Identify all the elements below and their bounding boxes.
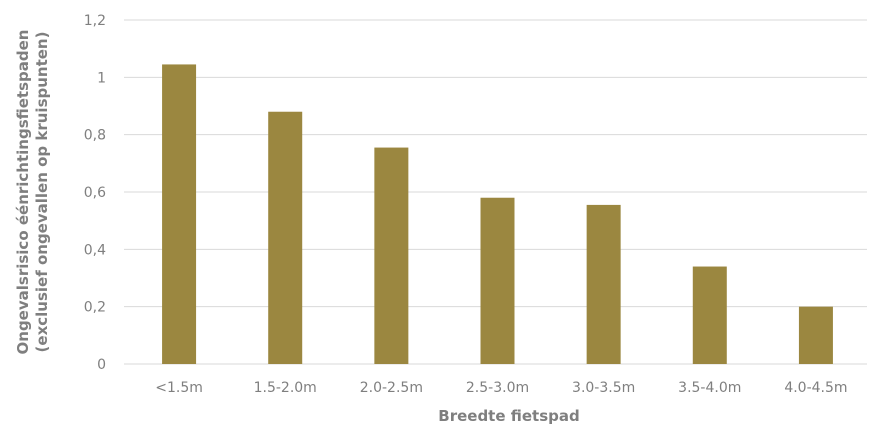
x-tick-label: <1.5m bbox=[155, 380, 203, 396]
bars bbox=[162, 64, 833, 364]
y-tick-label: 1 bbox=[97, 70, 106, 86]
y-tick-label: 0,2 bbox=[84, 300, 106, 316]
x-tick-label: 3.0-3.5m bbox=[572, 380, 635, 396]
bar bbox=[480, 197, 515, 364]
bar bbox=[162, 64, 197, 364]
y-tick-label: 1,2 bbox=[84, 13, 106, 29]
x-tick-label: 3.5-4.0m bbox=[678, 380, 741, 396]
y-axis-title: Ongevalsrisico éénrichtingsfietspaden(ex… bbox=[14, 30, 51, 355]
bar bbox=[692, 266, 727, 364]
x-tick-label: 2.5-3.0m bbox=[466, 380, 529, 396]
bar bbox=[268, 111, 303, 364]
y-axis-tick-labels: 0 0,2 0,4 0,6 0,8 1 1,2 bbox=[84, 13, 106, 373]
y-axis-title-line-2: (exclusief ongevallen op kruispunten) bbox=[33, 32, 51, 353]
bar bbox=[586, 204, 621, 364]
x-axis-title: Breedte fietspad bbox=[438, 407, 579, 425]
y-tick-label: 0,8 bbox=[84, 128, 106, 144]
x-tick-label: 1.5-2.0m bbox=[254, 380, 317, 396]
bar bbox=[374, 147, 409, 364]
y-tick-label: 0,6 bbox=[84, 185, 106, 201]
y-tick-label: 0 bbox=[97, 357, 106, 373]
x-tick-label: 2.0-2.5m bbox=[360, 380, 423, 396]
x-tick-label: 4.0-4.5m bbox=[784, 380, 847, 396]
bar bbox=[798, 306, 833, 364]
y-tick-label: 0,4 bbox=[84, 242, 106, 258]
x-axis-tick-labels: <1.5m 1.5-2.0m 2.0-2.5m 2.5-3.0m 3.0-3.5m 3.5… bbox=[155, 380, 847, 396]
y-axis-title-line-1: Ongevalsrisico éénrichtingsfietspaden bbox=[14, 30, 32, 355]
